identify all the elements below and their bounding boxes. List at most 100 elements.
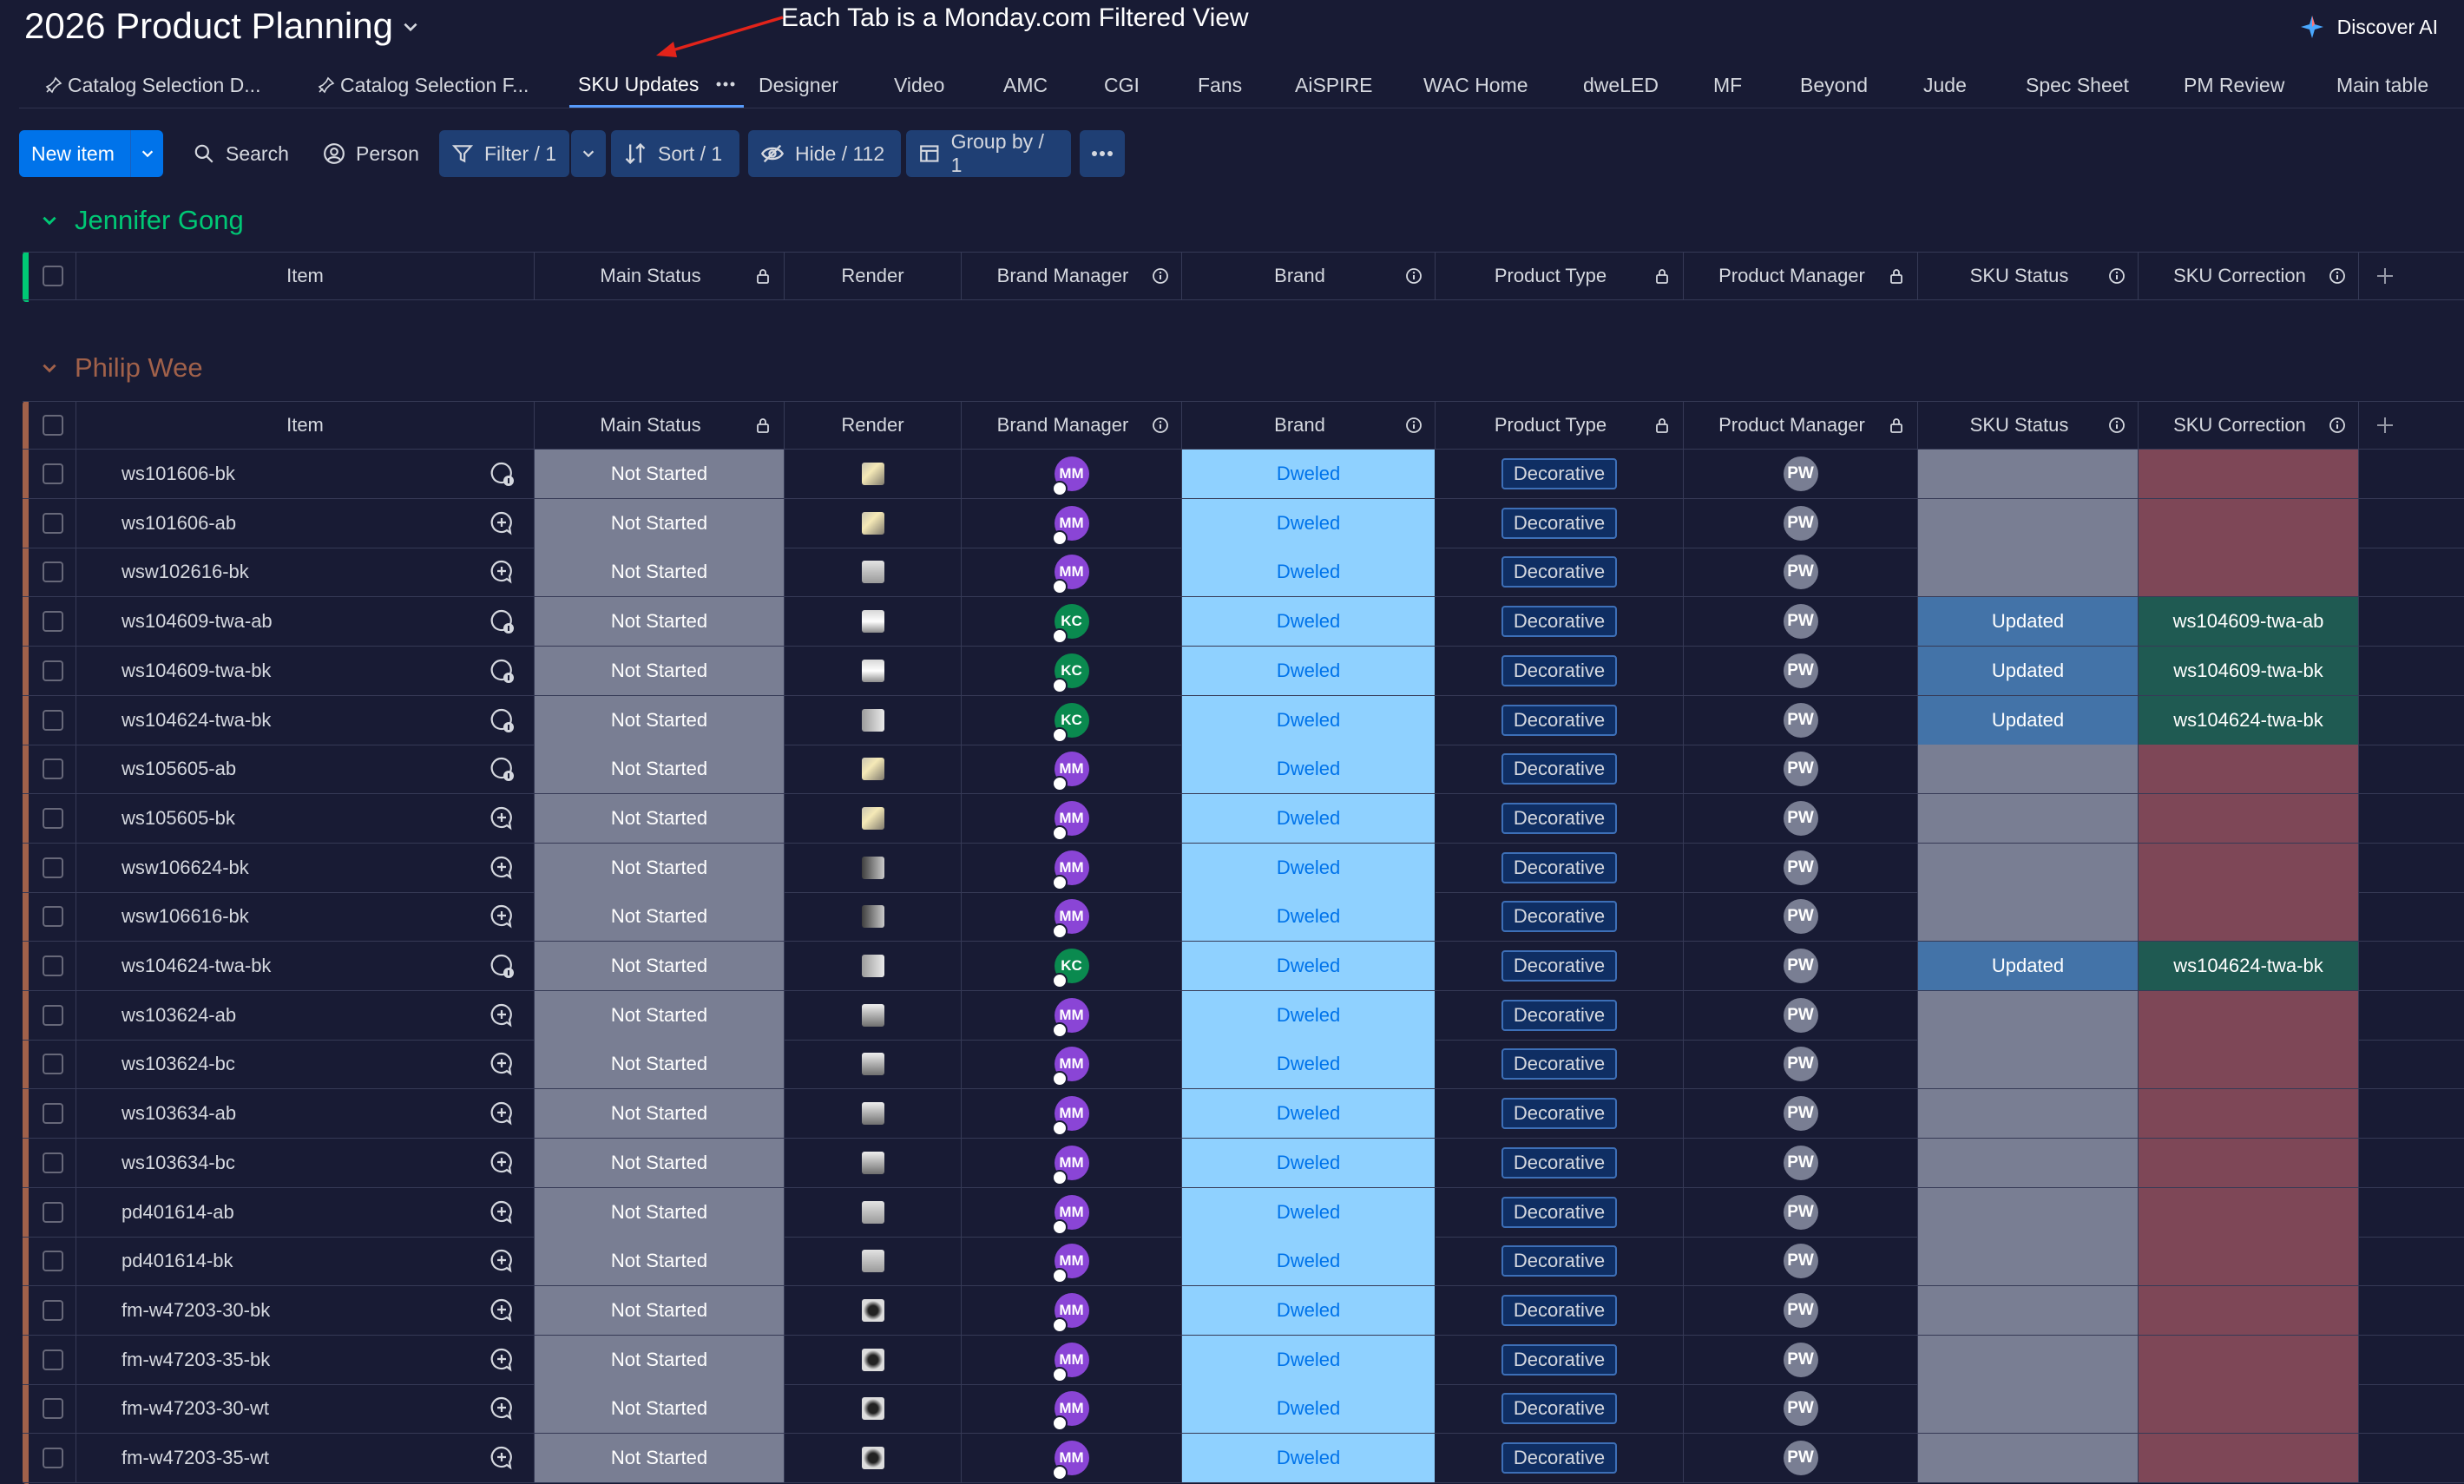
product-type-tag[interactable]: Decorative — [1501, 1442, 1618, 1474]
checkbox[interactable] — [42, 1349, 63, 1370]
product-manager-cell[interactable]: PW — [1684, 548, 1918, 597]
render-thumbnail[interactable] — [861, 1053, 884, 1076]
avatar[interactable]: KC — [1051, 949, 1089, 988]
avatar[interactable]: PW — [1783, 702, 1818, 738]
column-header-product-manager[interactable]: Product Manager — [1684, 402, 1918, 449]
item-name[interactable]: fm-w47203-30-bk — [122, 1298, 271, 1321]
item-name[interactable]: ws105605-bk — [122, 806, 235, 829]
avatar[interactable]: MM — [1051, 997, 1089, 1038]
column-header-product-manager[interactable]: Product Manager — [1684, 253, 1918, 299]
sku-correction-cell[interactable] — [2139, 548, 2359, 597]
brand-manager-cell[interactable]: MM — [962, 450, 1182, 498]
sku-status-cell[interactable] — [1918, 990, 2139, 1040]
avatar[interactable]: MM — [1051, 555, 1089, 595]
main-status-cell[interactable]: Not Started — [535, 892, 785, 942]
sku-status-cell[interactable]: Updated — [1918, 597, 2139, 647]
product-type-cell[interactable]: Decorative — [1436, 1384, 1684, 1434]
sku-correction-cell[interactable] — [2139, 892, 2359, 942]
column-header-item[interactable]: Item — [76, 402, 535, 449]
tab-pm-review[interactable]: PM Review — [2184, 62, 2284, 108]
render-cell[interactable] — [785, 498, 962, 548]
avatar[interactable]: MM — [1051, 1194, 1089, 1235]
updates-cell[interactable] — [469, 1434, 535, 1482]
render-cell[interactable] — [785, 1040, 962, 1089]
render-thumbnail[interactable] — [861, 1200, 884, 1224]
new-item-button[interactable]: New item — [19, 130, 163, 177]
avatar[interactable]: PW — [1783, 899, 1818, 935]
sku-status-cell[interactable] — [1918, 548, 2139, 597]
column-header-sku-correction[interactable]: SKU Correction — [2139, 402, 2359, 449]
tab-catalog-selection-f[interactable]: Catalog Selection F... — [318, 62, 529, 108]
add-update-icon[interactable] — [488, 1297, 516, 1324]
product-manager-cell[interactable]: PW — [1684, 597, 1918, 647]
avatar[interactable]: PW — [1783, 1096, 1818, 1132]
item-name[interactable]: pd401614-ab — [122, 1200, 234, 1223]
product-type-tag[interactable]: Decorative — [1501, 1098, 1618, 1130]
table-row[interactable]: ws104609-twa-ab Not Started KC Dweled Decora… — [23, 597, 2464, 647]
render-thumbnail[interactable] — [861, 610, 884, 634]
tab-mf[interactable]: MF — [1713, 62, 1742, 108]
avatar[interactable]: PW — [1783, 1194, 1818, 1230]
sku-correction-cell[interactable] — [2139, 1285, 2359, 1335]
more-dots-icon[interactable] — [716, 82, 735, 87]
updates-cell[interactable] — [469, 1187, 535, 1237]
row-checkbox-cell[interactable] — [30, 843, 76, 892]
tab-fans[interactable]: Fans — [1198, 62, 1242, 108]
updates-bubble-icon[interactable] — [488, 755, 516, 783]
checkbox[interactable] — [42, 660, 63, 681]
table-row[interactable]: wsw106616-bk Not Started MM Dweled Decorativ… — [23, 892, 2464, 942]
brand-manager-cell[interactable]: MM — [962, 990, 1182, 1040]
table-row[interactable]: fm-w47203-30-bk Not Started MM Dweled Decora… — [23, 1285, 2464, 1336]
brand-cell[interactable]: Dweled — [1182, 450, 1436, 498]
sku-status-cell[interactable] — [1918, 892, 2139, 942]
checkbox[interactable] — [42, 415, 63, 436]
updates-bubble-icon[interactable] — [488, 607, 516, 635]
sku-status-cell[interactable]: Updated — [1918, 942, 2139, 990]
updates-cell[interactable] — [469, 646, 535, 695]
avatar[interactable]: KC — [1051, 653, 1089, 693]
updates-cell[interactable] — [469, 843, 535, 892]
render-cell[interactable] — [785, 745, 962, 794]
sku-correction-cell[interactable] — [2139, 745, 2359, 794]
product-type-tag[interactable]: Decorative — [1501, 1294, 1618, 1326]
product-manager-cell[interactable]: PW — [1684, 1089, 1918, 1139]
main-status-cell[interactable]: Not Started — [535, 695, 785, 745]
sku-status-cell[interactable]: Updated — [1918, 695, 2139, 745]
row-checkbox-cell[interactable] — [30, 745, 76, 794]
product-type-tag[interactable]: Decorative — [1501, 753, 1618, 785]
updates-bubble-icon[interactable] — [488, 657, 516, 685]
brand-cell[interactable]: Dweled — [1182, 646, 1436, 695]
render-cell[interactable] — [785, 597, 962, 647]
row-checkbox-cell[interactable] — [30, 1138, 76, 1187]
avatar[interactable]: MM — [1051, 1441, 1089, 1481]
render-cell[interactable] — [785, 1138, 962, 1187]
brand-manager-cell[interactable]: KC — [962, 646, 1182, 695]
item-name[interactable]: wsw102616-bk — [122, 561, 249, 583]
brand-cell[interactable]: Dweled — [1182, 1285, 1436, 1335]
checkbox[interactable] — [42, 1398, 63, 1420]
product-type-cell[interactable]: Decorative — [1436, 548, 1684, 597]
sku-correction-cell[interactable]: ws104609-twa-ab — [2139, 597, 2359, 647]
brand-manager-cell[interactable]: MM — [962, 745, 1182, 794]
product-type-cell[interactable]: Decorative — [1436, 597, 1684, 647]
main-status-cell[interactable]: Not Started — [535, 1040, 785, 1089]
checkbox[interactable] — [42, 857, 63, 878]
product-type-tag[interactable]: Decorative — [1501, 1343, 1618, 1376]
item-name[interactable]: ws103634-ab — [122, 1102, 237, 1125]
brand-manager-cell[interactable]: MM — [962, 1089, 1182, 1139]
checkbox[interactable] — [42, 1201, 63, 1223]
updates-cell[interactable] — [469, 1384, 535, 1434]
add-update-icon[interactable] — [488, 1198, 516, 1226]
board-title[interactable]: 2026 Product Planning — [24, 5, 393, 46]
add-update-icon[interactable] — [488, 1247, 516, 1275]
render-cell[interactable] — [785, 942, 962, 990]
avatar[interactable]: PW — [1783, 456, 1818, 491]
render-cell[interactable] — [785, 990, 962, 1040]
table-row[interactable]: wsw106624-bk Not Started MM Dweled Decorativ… — [23, 843, 2464, 893]
add-update-icon[interactable] — [488, 558, 516, 586]
sku-correction-cell[interactable]: ws104609-twa-bk — [2139, 646, 2359, 695]
select-all-checkbox[interactable] — [30, 402, 76, 449]
tab-jude[interactable]: Jude — [1923, 62, 1967, 108]
item-name[interactable]: ws103624-ab — [122, 1003, 237, 1026]
render-thumbnail[interactable] — [861, 511, 884, 535]
